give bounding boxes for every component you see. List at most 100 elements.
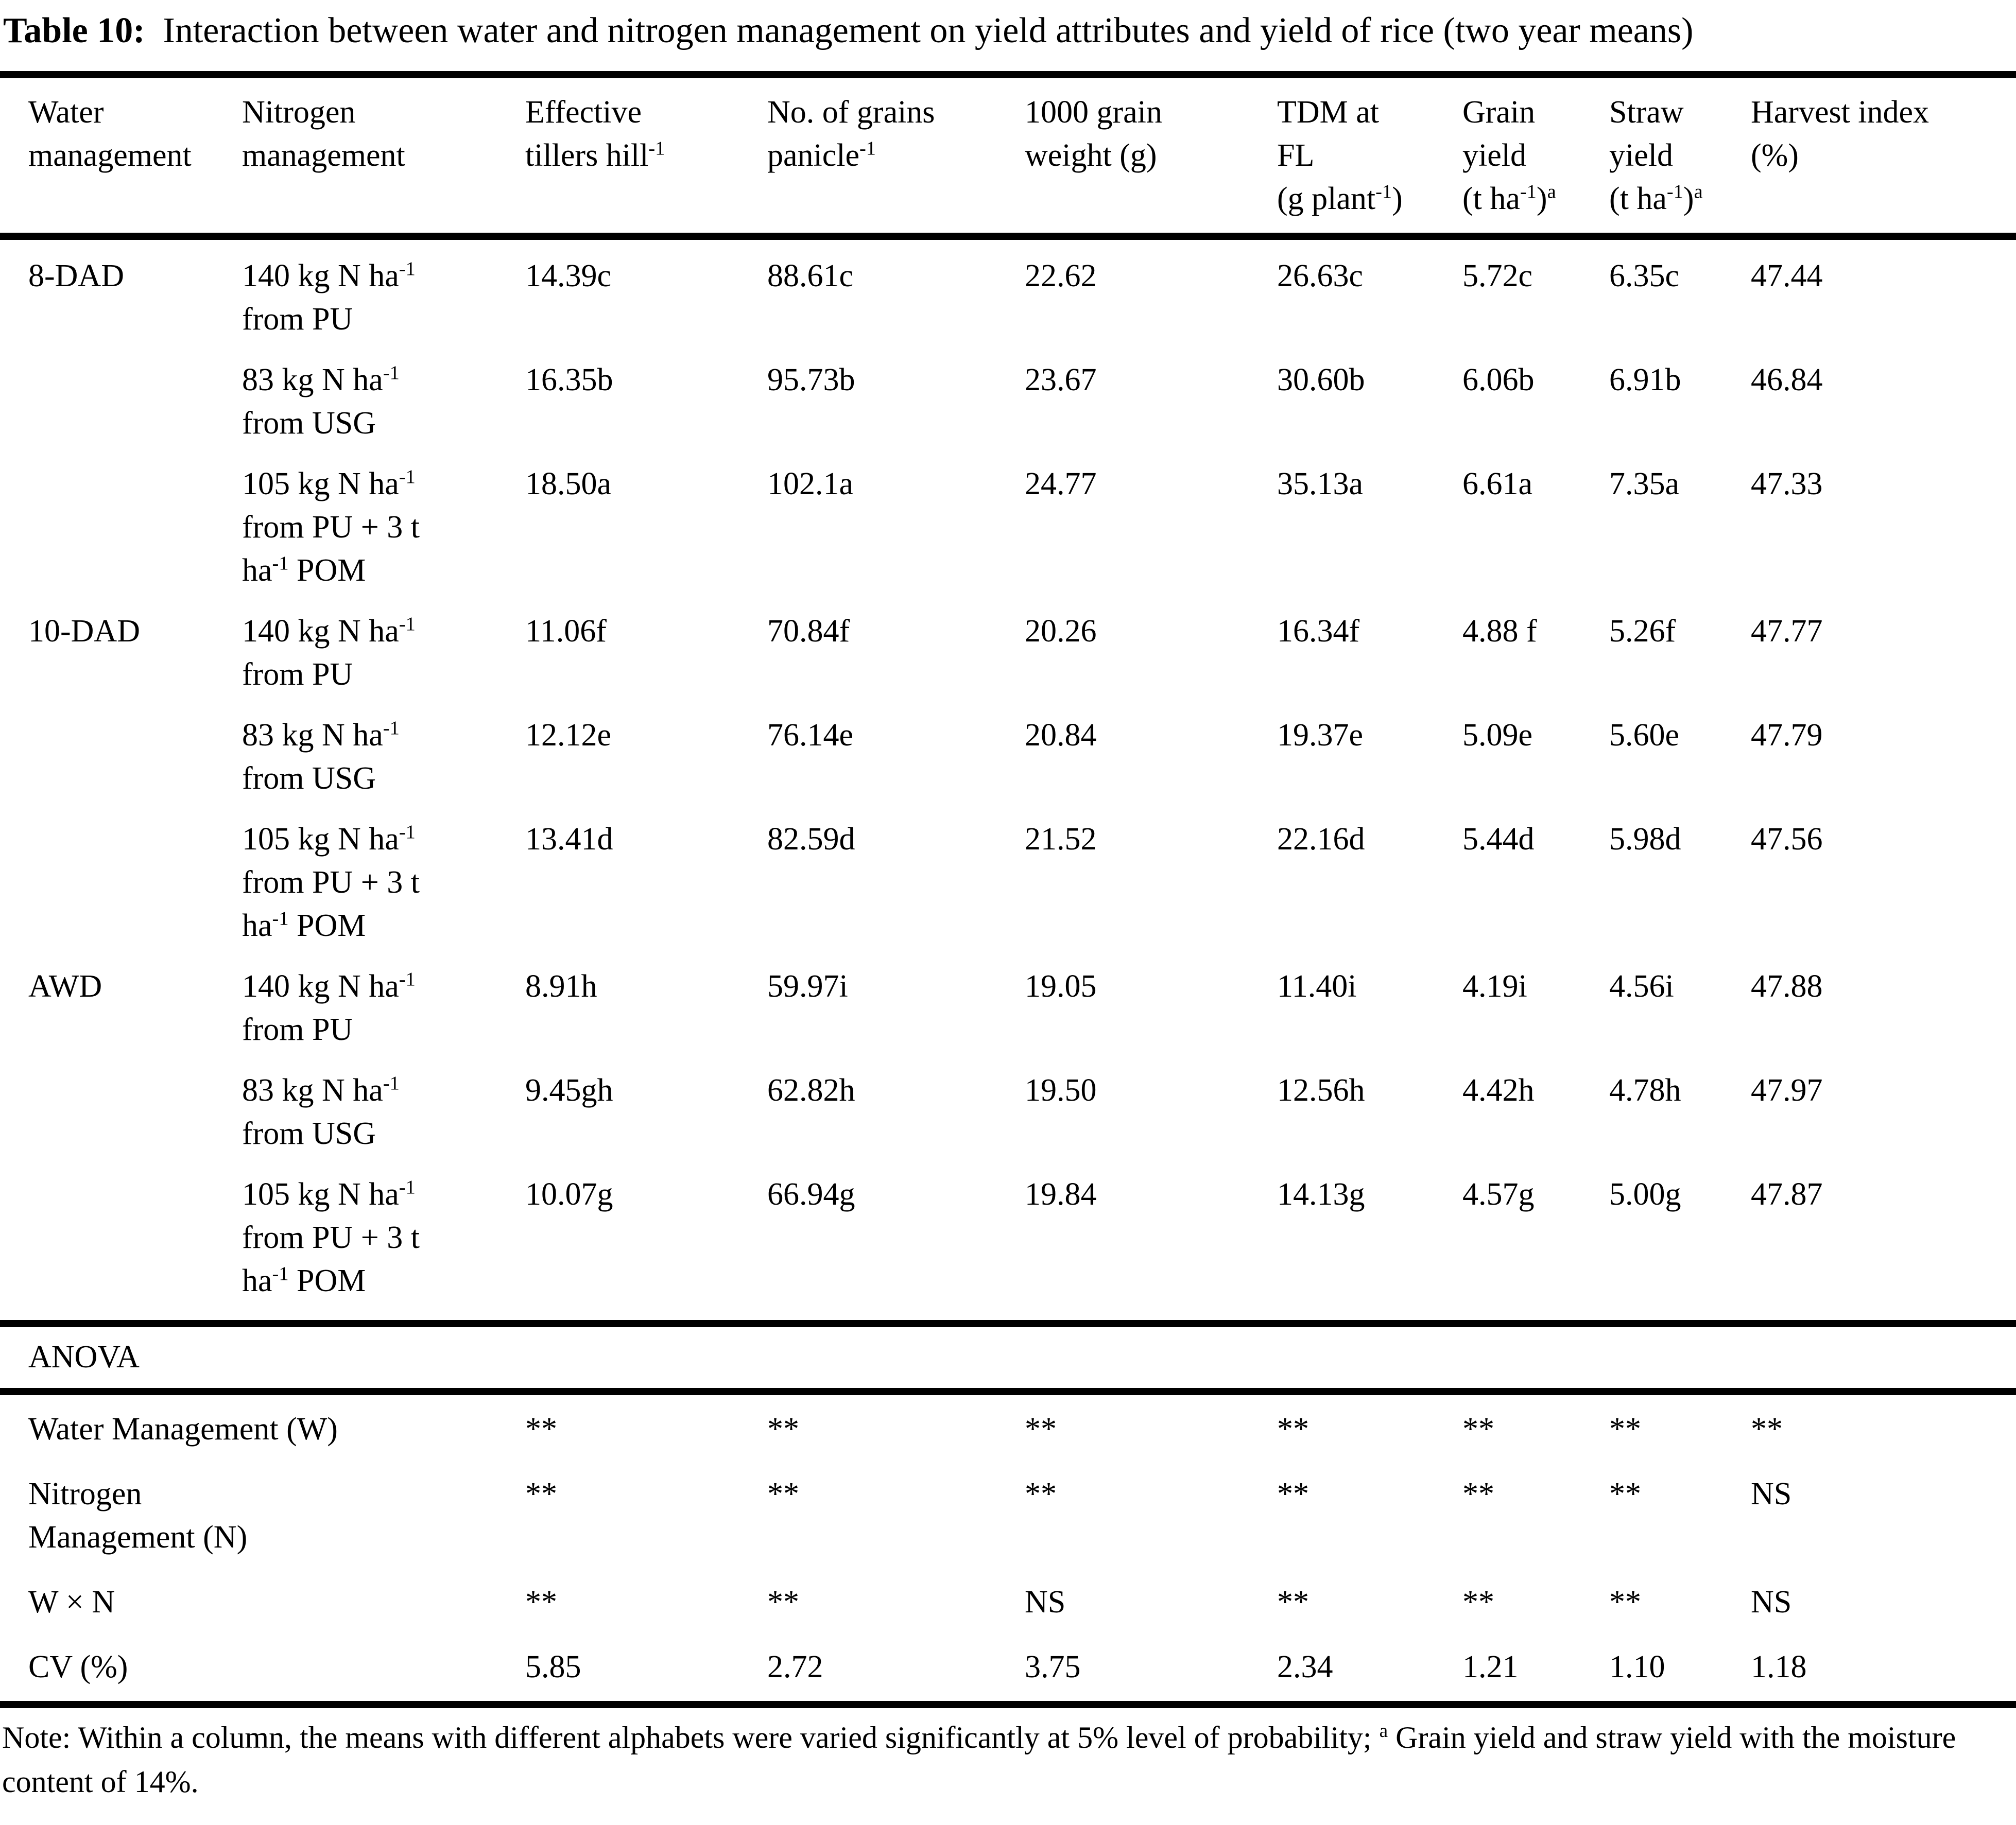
value-cell: 47.77 bbox=[1751, 614, 1823, 649]
anova-value-cell: ** bbox=[1277, 1412, 1309, 1447]
value-cell: 30.60b bbox=[1277, 362, 1365, 397]
value-cell: 4.42h bbox=[1462, 1073, 1535, 1108]
column-header-nitrogen: Nitrogen management bbox=[242, 71, 525, 240]
value-cell: 19.05 bbox=[1025, 969, 1097, 1004]
value-cell: 62.82h bbox=[767, 1073, 855, 1108]
value-cell: 23.67 bbox=[1025, 362, 1097, 397]
value-cell: 47.56 bbox=[1751, 822, 1823, 857]
table-header: Water management Nitrogen management Effec… bbox=[0, 71, 2016, 240]
nitrogen-management-cell: 105 kg N ha-1 from PU + 3 t ha-1 POM bbox=[242, 821, 420, 943]
anova-stat-row: W × N ** ** NS ** ** ** NS bbox=[0, 1580, 2016, 1645]
anova-value-cell: ** bbox=[767, 1476, 799, 1511]
anova-value-cell: ** bbox=[525, 1412, 557, 1447]
anova-value-cell: ** bbox=[1609, 1585, 1641, 1620]
column-header-water: Water management bbox=[0, 71, 242, 240]
table-row: 105 kg N ha-1 from PU + 3 t ha-1 POM 18.50… bbox=[0, 462, 2016, 610]
nitrogen-management-cell: 83 kg N ha-1 from USG bbox=[242, 1072, 400, 1151]
column-header-harvest-index: Harvest index (%) bbox=[1751, 71, 2016, 240]
value-cell: 6.06b bbox=[1462, 362, 1535, 397]
anova-value-cell: ** bbox=[1609, 1412, 1641, 1447]
value-cell: 6.91b bbox=[1609, 362, 1681, 397]
anova-value-cell: 1.10 bbox=[1609, 1645, 1751, 1708]
water-management-cell: 8-DAD bbox=[28, 258, 124, 293]
anova-value-cell: ** bbox=[767, 1585, 799, 1620]
anova-value-cell: ** bbox=[767, 1412, 799, 1447]
value-cell: 14.13g bbox=[1277, 1177, 1365, 1212]
anova-value-cell: ** bbox=[1277, 1476, 1309, 1511]
header-row: Water management Nitrogen management Effec… bbox=[0, 71, 2016, 240]
water-management-cell: AWD bbox=[28, 969, 102, 1004]
anova-row-label: Nitrogen Management (N) bbox=[28, 1476, 248, 1555]
anova-value-cell: NS bbox=[1025, 1585, 1066, 1620]
anova-heading-row: ANOVA bbox=[0, 1320, 2016, 1395]
table-row: 10-DAD 140 kg N ha-1 from PU 11.06f 70.84… bbox=[0, 610, 2016, 714]
anova-value-cell: ** bbox=[1462, 1476, 1494, 1511]
anova-row-label: CV (%) bbox=[0, 1645, 525, 1708]
value-cell: 66.94g bbox=[767, 1177, 855, 1212]
value-cell: 35.13a bbox=[1277, 466, 1364, 501]
value-cell: 47.44 bbox=[1751, 258, 1823, 293]
nitrogen-management-cell: 105 kg N ha-1 from PU + 3 t ha-1 POM bbox=[242, 1176, 420, 1298]
anova-value-cell: ** bbox=[1609, 1476, 1641, 1511]
table-row: 105 kg N ha-1 from PU + 3 t ha-1 POM 13.41… bbox=[0, 818, 2016, 965]
value-cell: 47.88 bbox=[1751, 969, 1823, 1004]
value-cell: 19.37e bbox=[1277, 718, 1364, 753]
table-row: 105 kg N ha-1 from PU + 3 t ha-1 POM 10.07… bbox=[0, 1173, 2016, 1324]
value-cell: 76.14e bbox=[767, 718, 854, 753]
anova-value-cell: 2.34 bbox=[1277, 1645, 1462, 1708]
value-cell: 19.50 bbox=[1025, 1073, 1097, 1108]
value-cell: 11.06f bbox=[525, 614, 607, 649]
value-cell: 70.84f bbox=[767, 614, 850, 649]
anova-value-cell: 3.75 bbox=[1025, 1645, 1277, 1708]
table-row: 83 kg N ha-1 from USG 9.45gh 62.82h 19.50… bbox=[0, 1069, 2016, 1173]
value-cell: 22.62 bbox=[1025, 258, 1097, 293]
value-cell: 4.19i bbox=[1462, 969, 1527, 1004]
value-cell: 5.60e bbox=[1609, 718, 1680, 753]
column-header-grain-yield: Grain yield (t ha-1)a bbox=[1462, 71, 1609, 240]
column-header-tillers: Effective tillers hill-1 bbox=[525, 71, 767, 240]
nitrogen-management-cell: 140 kg N ha-1 from PU bbox=[242, 968, 416, 1047]
anova-value-cell: NS bbox=[1751, 1476, 1792, 1511]
value-cell: 20.84 bbox=[1025, 718, 1097, 753]
water-management-cell: 10-DAD bbox=[28, 614, 140, 649]
value-cell: 16.35b bbox=[525, 362, 613, 397]
value-cell: 102.1a bbox=[767, 466, 854, 501]
value-cell: 19.84 bbox=[1025, 1177, 1097, 1212]
table-row: AWD 140 kg N ha-1 from PU 8.91h 59.97i 19… bbox=[0, 965, 2016, 1069]
value-cell: 16.34f bbox=[1277, 614, 1360, 649]
anova-value-cell: 1.18 bbox=[1751, 1645, 2016, 1708]
anova-value-cell: ** bbox=[1751, 1412, 1783, 1447]
value-cell: 5.00g bbox=[1609, 1177, 1681, 1212]
value-cell: 4.57g bbox=[1462, 1177, 1535, 1212]
table-caption-text: Interaction between water and nitrogen m… bbox=[163, 11, 1694, 50]
value-cell: 12.56h bbox=[1277, 1073, 1365, 1108]
value-cell: 4.88 f bbox=[1462, 614, 1537, 649]
value-cell: 47.87 bbox=[1751, 1177, 1823, 1212]
nitrogen-management-cell: 83 kg N ha-1 from USG bbox=[242, 717, 400, 796]
nitrogen-management-cell: 83 kg N ha-1 from USG bbox=[242, 362, 400, 441]
anova-row-label: Water Management (W) bbox=[28, 1412, 338, 1447]
anova-stat-row: Nitrogen Management (N) ** ** ** ** ** **… bbox=[0, 1472, 2016, 1580]
value-cell: 59.97i bbox=[767, 969, 848, 1004]
column-header-grains: No. of grains panicle-1 bbox=[767, 71, 1025, 240]
value-cell: 95.73b bbox=[767, 362, 855, 397]
value-cell: 18.50a bbox=[525, 466, 612, 501]
value-cell: 4.78h bbox=[1609, 1073, 1681, 1108]
anova-value-cell: NS bbox=[1751, 1585, 1792, 1620]
value-cell: 26.63c bbox=[1277, 258, 1364, 293]
value-cell: 11.40i bbox=[1277, 969, 1357, 1004]
value-cell: 5.72c bbox=[1462, 258, 1533, 293]
value-cell: 8.91h bbox=[525, 969, 597, 1004]
anova-section: ANOVA bbox=[0, 1320, 2016, 1395]
nitrogen-management-cell: 105 kg N ha-1 from PU + 3 t ha-1 POM bbox=[242, 466, 420, 588]
value-cell: 12.12e bbox=[525, 718, 612, 753]
anova-value-cell: ** bbox=[1277, 1585, 1309, 1620]
anova-heading: ANOVA bbox=[0, 1320, 2016, 1395]
value-cell: 4.56i bbox=[1609, 969, 1674, 1004]
value-cell: 20.26 bbox=[1025, 614, 1097, 649]
anova-value-cell: ** bbox=[1462, 1585, 1494, 1620]
anova-value-cell: 5.85 bbox=[525, 1645, 767, 1708]
value-cell: 6.35c bbox=[1609, 258, 1680, 293]
value-cell: 5.98d bbox=[1609, 822, 1681, 857]
